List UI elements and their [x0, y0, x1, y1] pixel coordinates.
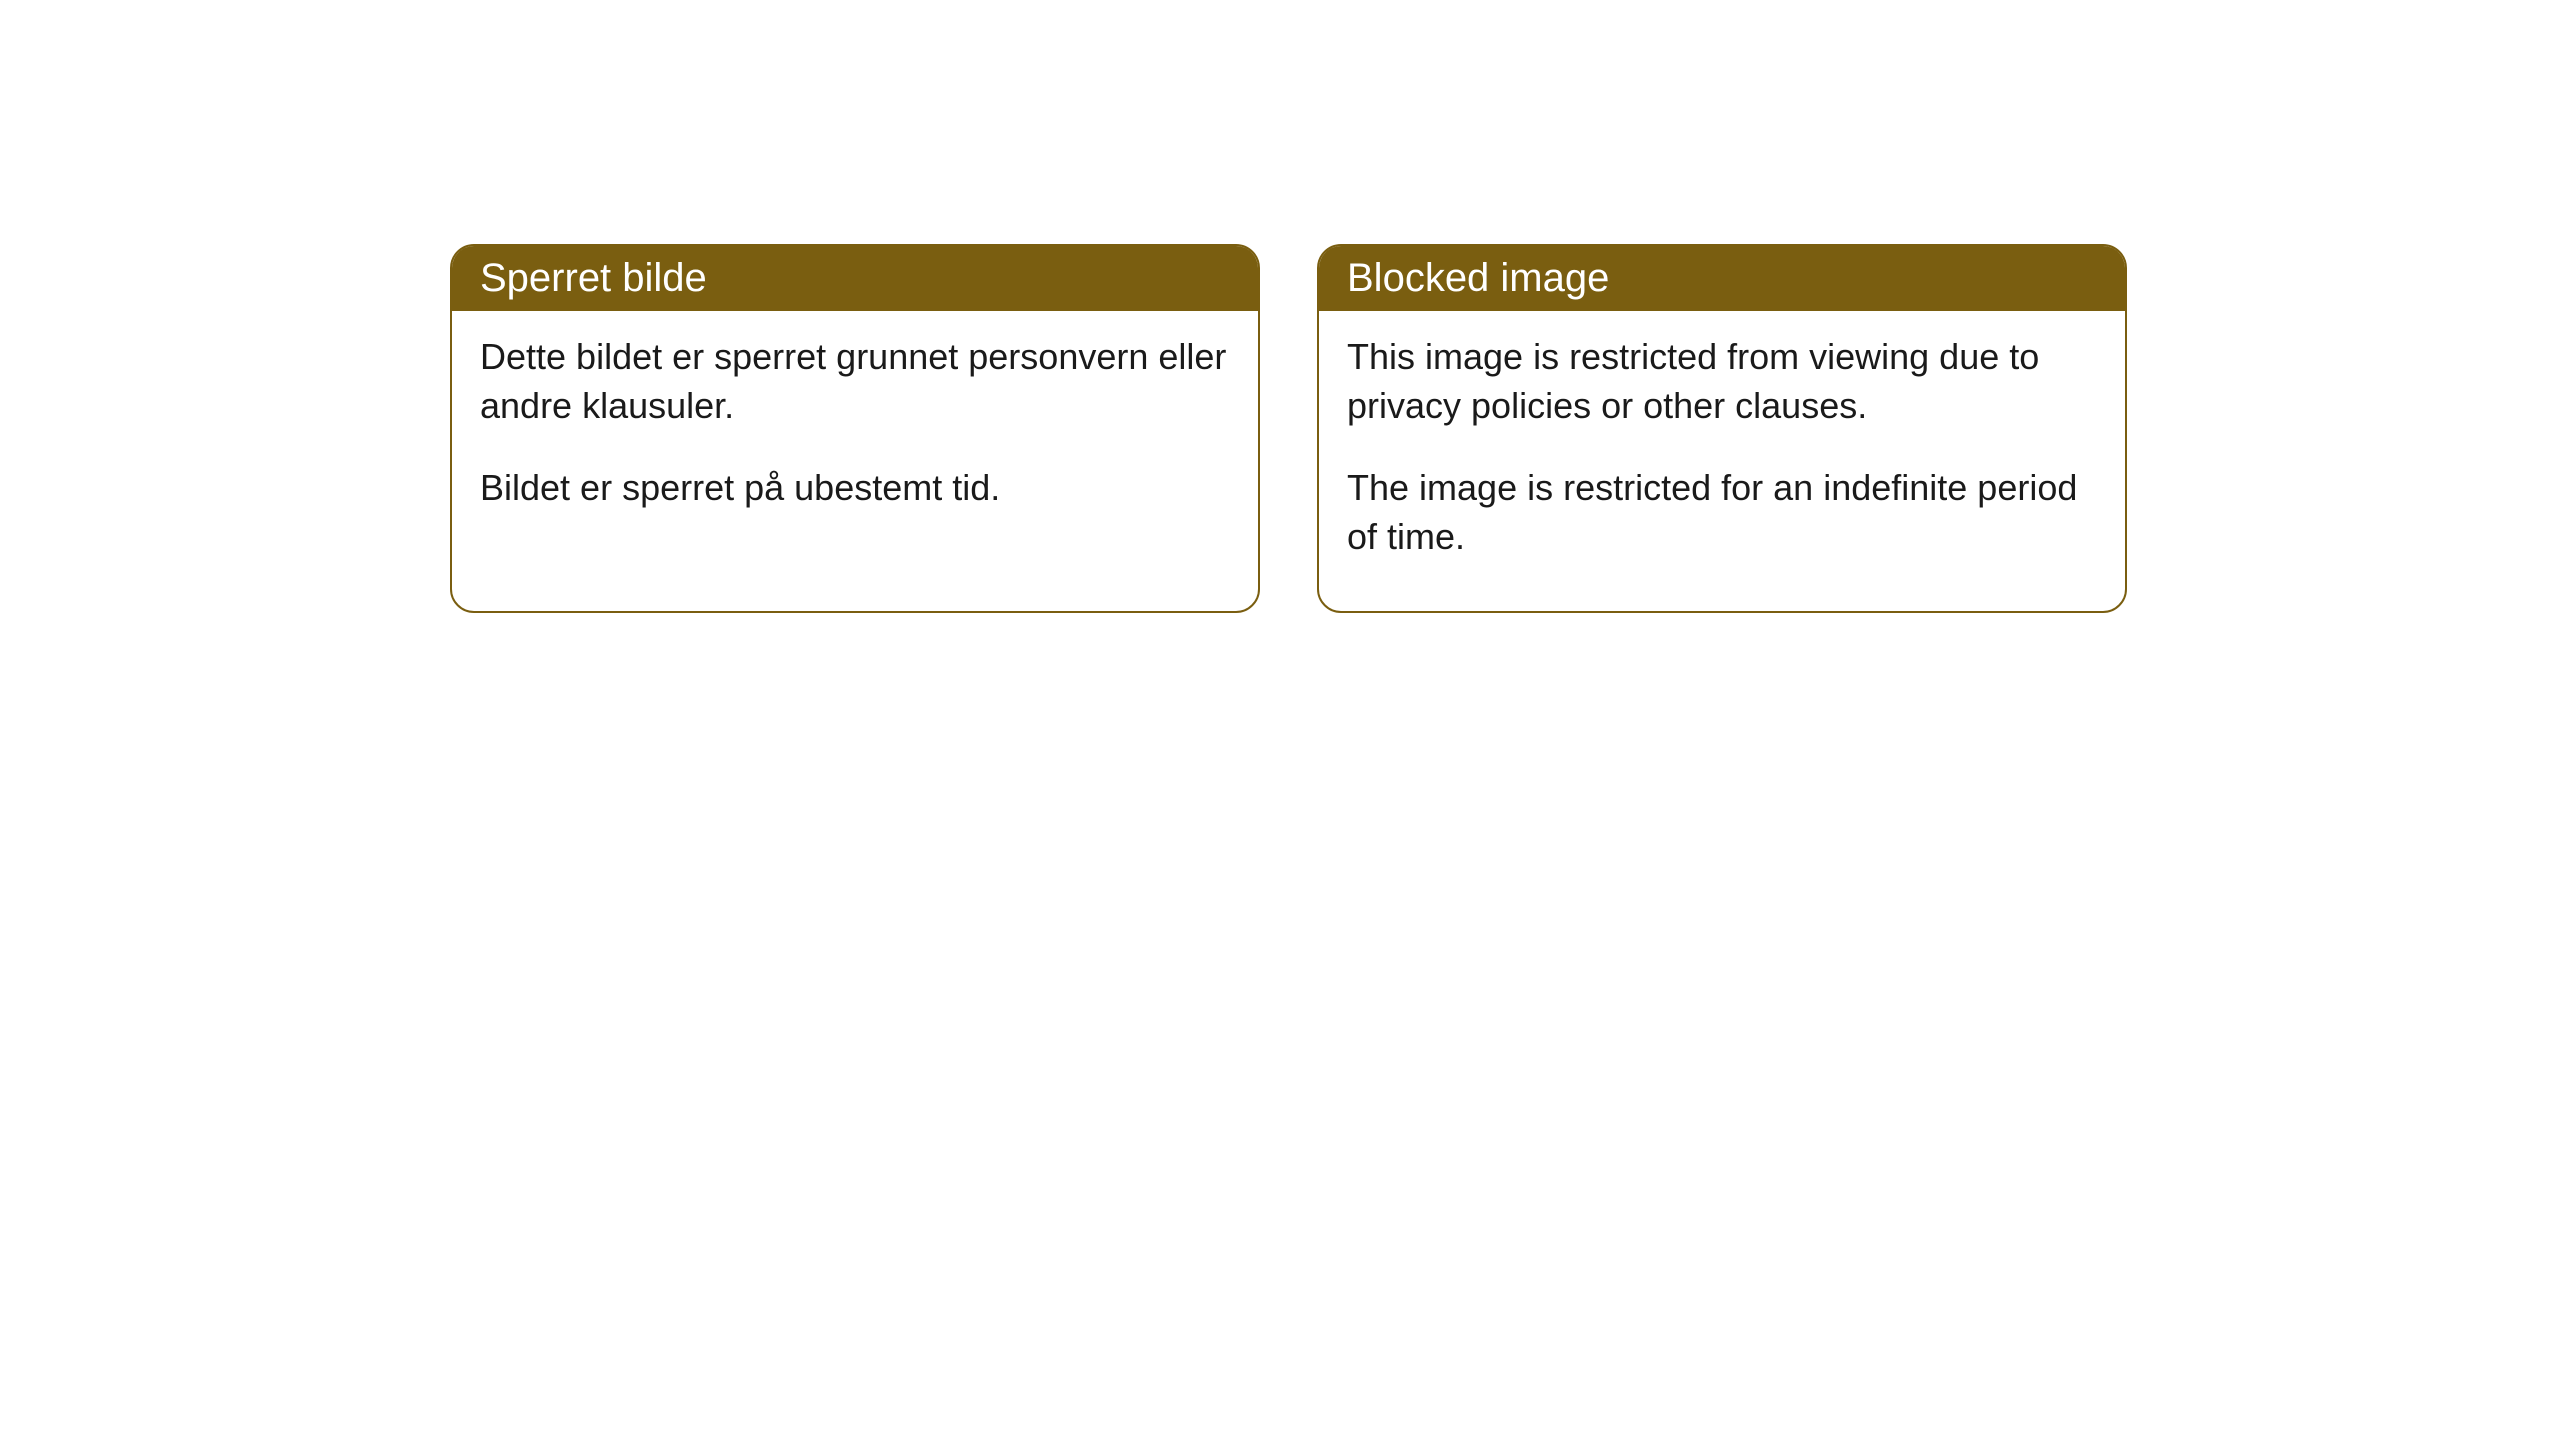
card-paragraph: The image is restricted for an indefinit…: [1347, 464, 2097, 561]
card-body-english: This image is restricted from viewing du…: [1319, 311, 2125, 611]
card-body-norwegian: Dette bildet er sperret grunnet personve…: [452, 311, 1258, 563]
notice-card-english: Blocked image This image is restricted f…: [1317, 244, 2127, 613]
card-title: Blocked image: [1347, 256, 1609, 300]
card-header-norwegian: Sperret bilde: [452, 246, 1258, 311]
card-paragraph: Bildet er sperret på ubestemt tid.: [480, 464, 1230, 513]
notice-card-norwegian: Sperret bilde Dette bildet er sperret gr…: [450, 244, 1260, 613]
card-title: Sperret bilde: [480, 256, 707, 300]
card-paragraph: This image is restricted from viewing du…: [1347, 333, 2097, 430]
card-paragraph: Dette bildet er sperret grunnet personve…: [480, 333, 1230, 430]
notice-cards-row: Sperret bilde Dette bildet er sperret gr…: [450, 244, 2127, 613]
card-header-english: Blocked image: [1319, 246, 2125, 311]
